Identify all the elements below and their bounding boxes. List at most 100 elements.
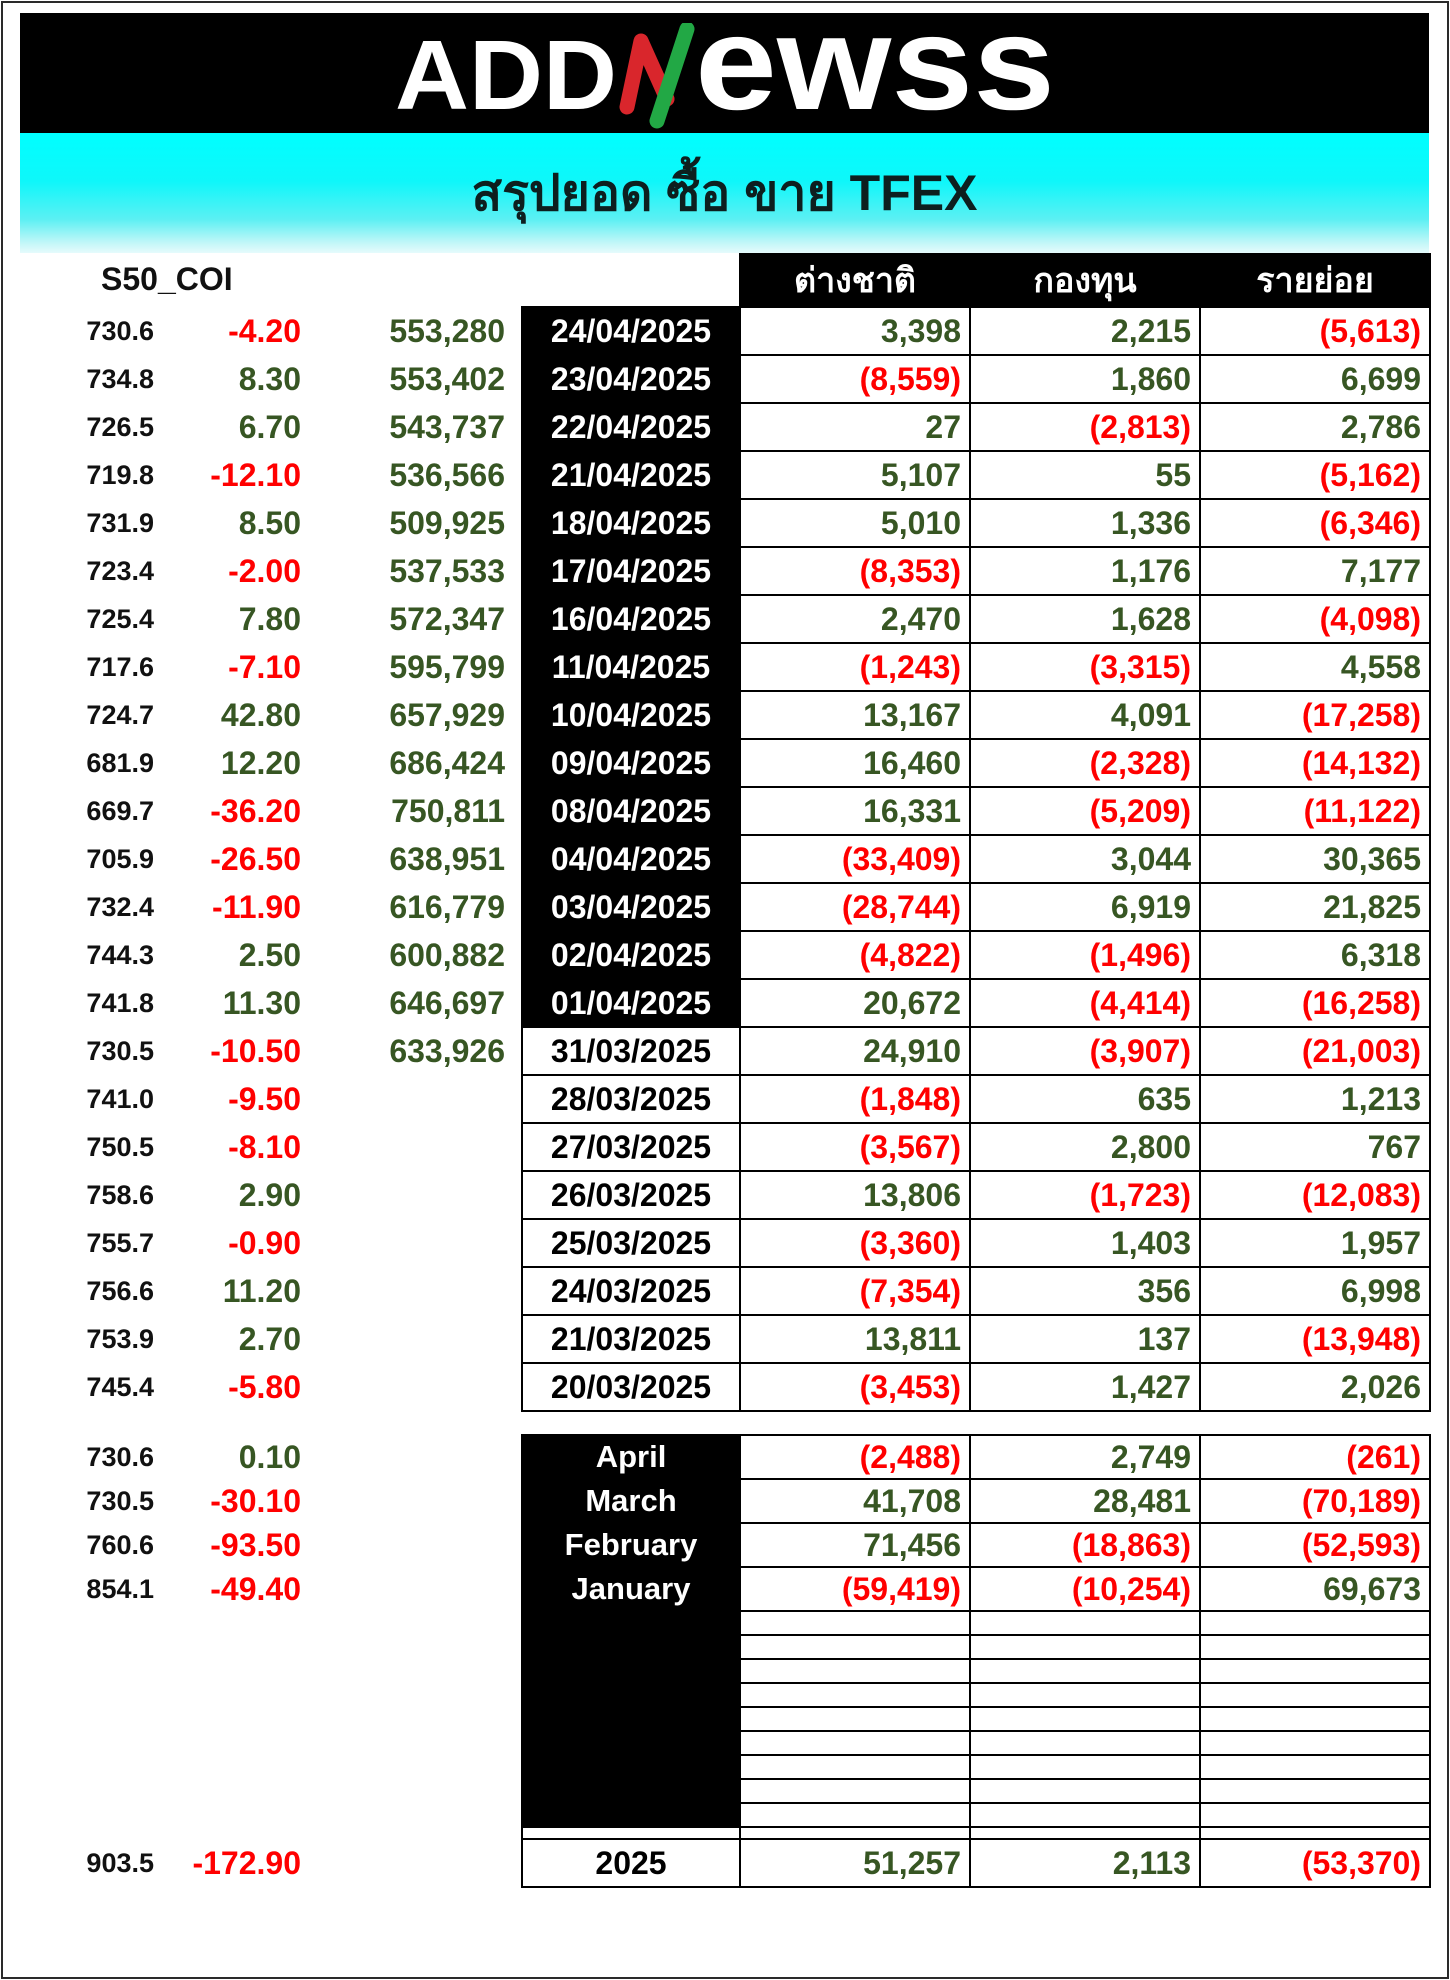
index-value: 730.6 <box>86 315 154 346</box>
blank-cell <box>969 1682 1201 1708</box>
daily-row: 681.9 12.20 686,424 09/04/2025 16,460 (2,328)… <box>0 738 1450 788</box>
monthly-row: 760.6 -93.50 February 71,456 (18,863) (52,593… <box>0 1522 1450 1568</box>
open-interest-value: 509,925 <box>389 504 505 541</box>
blank-cell <box>739 1778 971 1804</box>
index-label: S50_COI <box>101 261 233 297</box>
index-value: 725.4 <box>86 603 154 634</box>
fund-value: 3,044 <box>969 834 1201 884</box>
column-header-foreign: ต่างชาติ <box>793 261 917 300</box>
logo-mark <box>619 23 695 129</box>
daily-row: 726.5 6.70 543,737 22/04/2025 27 (2,813) 2,786 <box>0 402 1450 452</box>
open-interest-value: 536,566 <box>389 456 505 493</box>
daily-row: 730.6 -4.20 553,280 24/04/2025 3,398 2,215 (5,… <box>0 306 1450 356</box>
fund-value: 4,091 <box>969 690 1201 740</box>
blank-date-cell <box>521 1634 741 1660</box>
date-cell: 28/03/2025 <box>521 1074 741 1124</box>
index-value: 732.4 <box>86 891 154 922</box>
fund-value: 2,800 <box>969 1122 1201 1172</box>
open-interest-value: 750,811 <box>391 792 505 829</box>
foreign-value: 41,708 <box>739 1478 971 1524</box>
month-cell: April <box>521 1434 741 1480</box>
blank-cell <box>1199 1634 1431 1660</box>
index-change: 0.10 <box>238 1438 301 1475</box>
open-interest-value: 686,424 <box>389 744 505 781</box>
index-change: 11.30 <box>222 984 301 1021</box>
daily-row: 732.4 -11.90 616,779 03/04/2025 (28,744) 6,91… <box>0 882 1450 932</box>
date-cell: 31/03/2025 <box>521 1026 741 1076</box>
fund-value: (5,209) <box>969 786 1201 836</box>
foreign-value: 5,107 <box>739 450 971 500</box>
blank-row <box>0 1610 1450 1636</box>
date-cell: 02/04/2025 <box>521 930 741 980</box>
blank-cell <box>969 1778 1201 1804</box>
blank-row <box>0 1802 1450 1828</box>
open-interest-value: 572,347 <box>389 600 505 637</box>
blank-cell <box>1199 1658 1431 1684</box>
index-change: -172.90 <box>192 1844 301 1881</box>
blank-cell <box>739 1802 971 1828</box>
index-change: -49.40 <box>210 1570 301 1607</box>
date-cell: 24/04/2025 <box>521 306 741 356</box>
fund-value: 1,860 <box>969 354 1201 404</box>
foreign-value: (3,567) <box>739 1122 971 1172</box>
retail-value: (5,613) <box>1199 306 1431 356</box>
retail-value: (16,258) <box>1199 978 1431 1028</box>
open-interest-value: 543,737 <box>389 408 505 445</box>
open-interest-value: 638,951 <box>389 840 505 877</box>
blank-date-cell <box>521 1730 741 1756</box>
foreign-value: 71,456 <box>739 1522 971 1568</box>
daily-row: 753.9 2.70 21/03/2025 13,811 137 (13,948) <box>0 1314 1450 1364</box>
retail-value: (70,189) <box>1199 1478 1431 1524</box>
fund-value: 2,215 <box>969 306 1201 356</box>
blank-cell <box>969 1754 1201 1780</box>
open-interest-value: 616,779 <box>389 888 505 925</box>
open-interest-value: 553,280 <box>389 312 505 349</box>
month-cell: January <box>521 1566 741 1612</box>
blank-row <box>0 1706 1450 1732</box>
foreign-value: (33,409) <box>739 834 971 884</box>
blank-date-cell <box>521 1778 741 1804</box>
blank-row <box>0 1658 1450 1684</box>
blank-date-cell <box>521 1754 741 1780</box>
retail-value: (52,593) <box>1199 1522 1431 1568</box>
blank-cell <box>969 1658 1201 1684</box>
index-value: 741.8 <box>86 987 154 1018</box>
foreign-value: (3,360) <box>739 1218 971 1268</box>
fund-value: (3,315) <box>969 642 1201 692</box>
blank-cell <box>739 1610 971 1636</box>
date-cell: 01/04/2025 <box>521 978 741 1028</box>
retail-value: 2,026 <box>1199 1362 1431 1412</box>
column-header-retail: รายย่อย <box>1256 261 1374 300</box>
column-headers: ต่างชาติ กองทุน รายย่อย <box>739 253 1431 306</box>
index-change: -2.00 <box>228 552 301 589</box>
foreign-value: 16,331 <box>739 786 971 836</box>
foreign-value: 20,672 <box>739 978 971 1028</box>
fund-value: 2,749 <box>969 1434 1201 1480</box>
blank-date-cell <box>521 1610 741 1636</box>
open-interest-value: 657,929 <box>389 696 505 733</box>
date-cell: 22/04/2025 <box>521 402 741 452</box>
blank-cell <box>739 1658 971 1684</box>
index-value: 756.6 <box>86 1275 154 1306</box>
index-change: 2.50 <box>238 936 301 973</box>
retail-value: (4,098) <box>1199 594 1431 644</box>
blank-date-cell <box>521 1802 741 1828</box>
daily-row: 741.8 11.30 646,697 01/04/2025 20,672 (4,414)… <box>0 978 1450 1028</box>
retail-value: (14,132) <box>1199 738 1431 788</box>
index-value: 726.5 <box>86 411 154 442</box>
daily-row: 744.3 2.50 600,882 02/04/2025 (4,822) (1,496)… <box>0 930 1450 980</box>
index-value: 745.4 <box>86 1371 154 1402</box>
blank-cell <box>739 1730 971 1756</box>
monthly-row: 730.6 0.10 April (2,488) 2,749 (261) <box>0 1434 1450 1480</box>
foreign-value: (59,419) <box>739 1566 971 1612</box>
retail-value: 69,673 <box>1199 1566 1431 1612</box>
fund-value: 635 <box>969 1074 1201 1124</box>
date-cell: 03/04/2025 <box>521 882 741 932</box>
foreign-value: 5,010 <box>739 498 971 548</box>
daily-row: 755.7 -0.90 25/03/2025 (3,360) 1,403 1,957 <box>0 1218 1450 1268</box>
year-cell: 2025 <box>521 1838 741 1888</box>
blank-cell <box>739 1706 971 1732</box>
index-value: 753.9 <box>86 1323 154 1354</box>
month-cell: February <box>521 1522 741 1568</box>
blank-cell <box>969 1634 1201 1660</box>
